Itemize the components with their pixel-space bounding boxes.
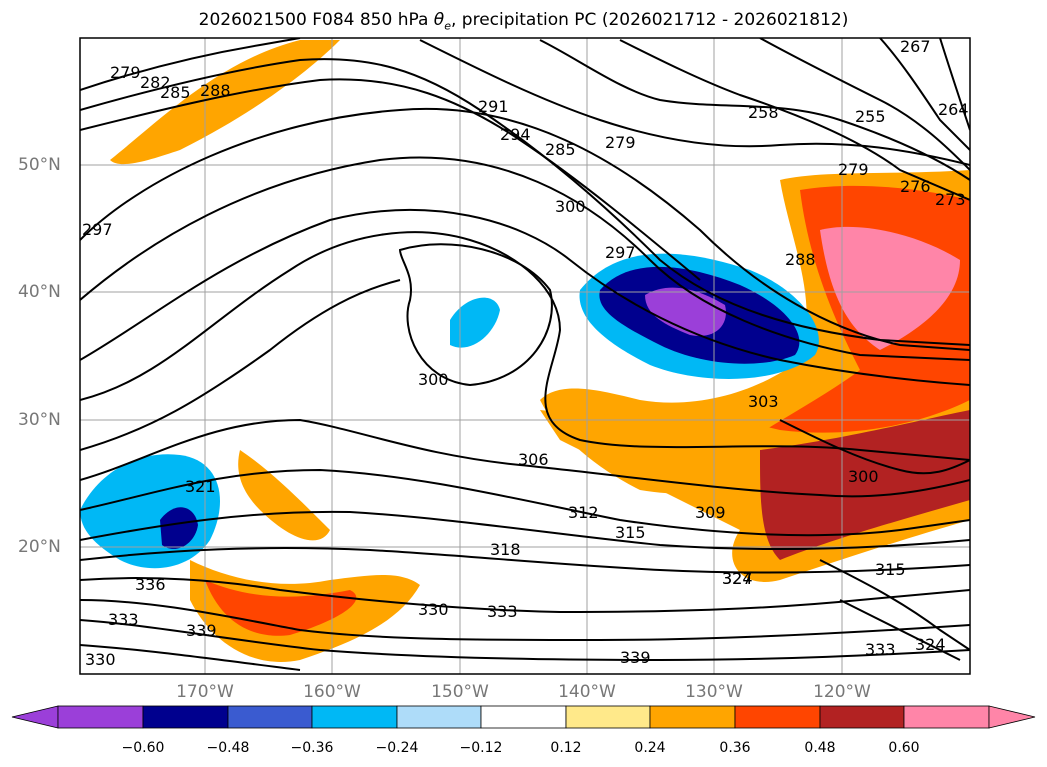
lat-label-20n: 20°N — [18, 537, 61, 557]
colorbar-tick-label: 0.24 — [634, 740, 666, 756]
contour-label: 258 — [748, 103, 779, 122]
contour-label: 324 — [915, 635, 946, 654]
contour-label: 327 — [722, 569, 753, 588]
colorbar-segment — [819, 705, 905, 729]
colorbar-segment — [142, 705, 229, 729]
precip-negative-small — [450, 297, 500, 348]
colorbar-tick-label: 0.48 — [804, 740, 836, 756]
contour-label: 324 — [722, 569, 753, 588]
contour-label: 330 — [418, 600, 449, 619]
contour-label: 276 — [900, 177, 931, 196]
contour-label: 297 — [605, 243, 636, 262]
contour-label: 312 — [568, 503, 599, 522]
colorbar-segment — [903, 705, 990, 729]
colorbar-tick-label: −0.36 — [290, 740, 334, 756]
contour-label: 267 — [900, 37, 931, 56]
figure-title: 2026021500 F084 850 hPa θe, precipitatio… — [0, 10, 1047, 32]
lon-label-130w: 130°W — [685, 682, 743, 702]
colorbar-segment — [227, 705, 313, 729]
lat-label-30n: 30°N — [18, 410, 61, 430]
title-suffix: , precipitation PC (2026021712 - 2026021… — [450, 10, 849, 30]
colorbar-tick-label: 0.60 — [888, 740, 920, 756]
precip-positive-coast-max — [820, 226, 960, 350]
contour-label: 306 — [518, 450, 549, 469]
colorbar-tick-label: −0.48 — [206, 740, 250, 756]
precip-negative-west-core — [160, 507, 198, 549]
colorbar-tick-label: −0.24 — [375, 740, 419, 756]
colorbar-tick-label: 0.36 — [719, 740, 751, 756]
contour-label: 339 — [186, 621, 217, 640]
colorbar-segment — [480, 705, 567, 729]
title-prefix: 2026021500 F084 850 hPa — [198, 10, 434, 30]
lon-label-120w: 120°W — [813, 682, 871, 702]
colorbar-tick-label: 0.12 — [550, 740, 582, 756]
colorbar-high-arrow — [988, 705, 1036, 729]
precip-negative-offshore-core — [645, 287, 726, 336]
lon-label-160w: 160°W — [303, 682, 361, 702]
contour-label: 285 — [160, 83, 191, 102]
contour-labels: 279 282 285 288 291 294 285 279 258 255 … — [82, 37, 969, 669]
contour-label: 318 — [490, 540, 521, 559]
contour-label: 294 — [500, 125, 531, 144]
contour-label: 333 — [487, 602, 518, 621]
title-theta: θ — [433, 10, 445, 30]
contour-label: 288 — [785, 250, 816, 269]
contour-label: 315 — [615, 523, 646, 542]
contour-label: 264 — [938, 100, 969, 119]
colorbar-segment — [734, 705, 821, 729]
colorbar-segment — [396, 705, 482, 729]
map-frame — [79, 37, 971, 675]
contour-label: 330 — [85, 650, 116, 669]
contour-label: 336 — [135, 575, 166, 594]
colorbar — [11, 705, 1036, 729]
contour-label: 282 — [140, 73, 171, 92]
contour-label: 255 — [855, 107, 886, 126]
lat-label-40n: 40°N — [18, 282, 61, 302]
lat-label-50n: 50°N — [18, 155, 61, 175]
lon-label-150w: 150°W — [431, 682, 489, 702]
contour-label: 303 — [748, 392, 779, 411]
contour-label: 300 — [848, 467, 879, 486]
colorbar-segment — [57, 705, 144, 729]
contour-label: 279 — [605, 133, 636, 152]
title-subscript: e — [444, 19, 451, 33]
contour-label: 297 — [82, 220, 113, 239]
contour-label: 279 — [110, 63, 141, 82]
colorbar-low-arrow — [11, 705, 59, 729]
contour-label: 285 — [545, 140, 576, 159]
colorbar-segment — [565, 705, 651, 729]
contour-label: 333 — [108, 610, 139, 629]
precip-positive-aleutian — [110, 40, 340, 165]
contour-label: 300 — [418, 370, 449, 389]
colorbar-tick-label: −0.12 — [459, 740, 503, 756]
colorbar-tick-label: −0.60 — [121, 740, 165, 756]
contour-label: 288 — [200, 81, 231, 100]
precip-positive-hawaii-core — [205, 580, 357, 636]
contour-label: 291 — [478, 97, 509, 116]
colorbar-segment — [649, 705, 736, 729]
contour-label: 321 — [185, 477, 216, 496]
contour-label: 300 — [555, 197, 586, 216]
lon-label-170w: 170°W — [176, 682, 234, 702]
contour-label: 273 — [935, 190, 966, 209]
contour-label: 279 — [838, 160, 869, 179]
contour-label: 315 — [875, 560, 906, 579]
colorbar-segment — [311, 705, 398, 729]
contour-label: 309 — [695, 503, 726, 522]
contour-label: 339 — [620, 648, 651, 667]
gridlines — [80, 38, 970, 674]
theta-e-contours — [80, 38, 970, 671]
contour-label: 333 — [865, 640, 896, 659]
lon-label-140w: 140°W — [558, 682, 616, 702]
